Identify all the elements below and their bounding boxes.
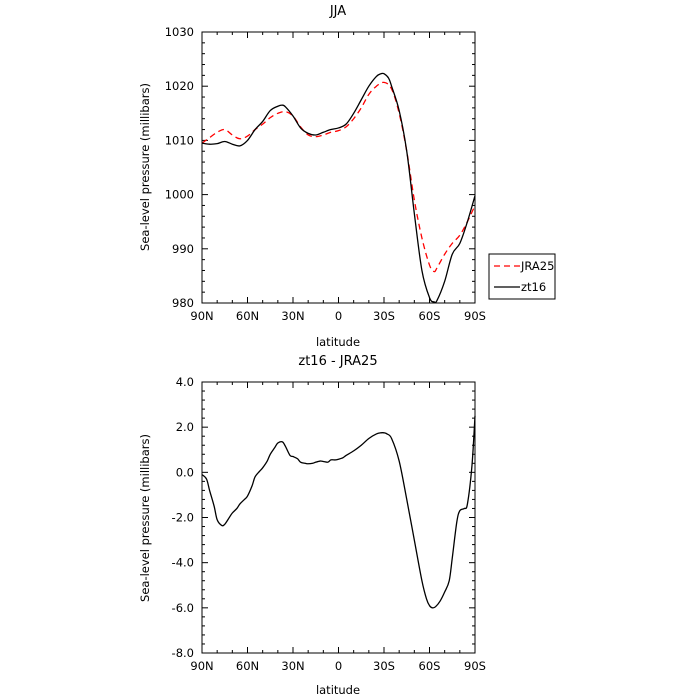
chart-top-frame [201,31,476,304]
chart-bottom-ytick-label: -8.0 [172,646,194,660]
chart-bottom-xtick-label: 30N [281,659,304,673]
chart-top-ytick-label: 1000 [165,188,194,202]
chart-bottom-ytick-label: 4.0 [176,375,194,389]
chart-bottom-ytick-label: -6.0 [172,601,194,615]
chart-bottom-ylabel: Sea-level pressure (millibars) [138,434,152,602]
chart-top-xtick-label: 60N [236,309,259,323]
legend-label-zt16: zt16 [521,280,546,294]
chart-bottom-xtick-label: 60S [419,659,441,673]
chart-bottom-axes: 90N 60N 30N 0 30S 60S 90S -8.0 -6.0 -4.0 -2.0 0.0 2.… [172,375,486,673]
chart-top-xtick-label: 0 [335,309,342,323]
chart-bottom-xtick-label: 60N [236,659,259,673]
legend: JRA25 zt16 [488,253,556,300]
chart-top-ytick-label: 980 [172,296,194,310]
chart-bottom-xtick-label: 90N [190,659,213,673]
chart-bottom-xtick-label: 90S [464,659,486,673]
chart-bottom-ytick-label: 0.0 [176,465,194,479]
chart-top-axes: 90N 60N 30N 0 30S 60S 90S 980 990 1000 1010 1020 103… [165,25,486,323]
chart-bottom-xtick-label: 0 [335,659,342,673]
chart-bottom-title: zt16 - JRA25 [298,354,377,369]
chart-top: JJA Sea-level pressure (millibars) latit… [138,4,486,349]
chart-top-xtick-label: 30S [373,309,395,323]
legend-box [488,253,556,300]
chart-bottom-frame [201,381,476,654]
chart-bottom-ytick-label: -2.0 [172,511,194,525]
chart-top-ytick-label: 1010 [165,133,194,147]
chart-top-series-line-zt16 [201,72,476,304]
legend-label-jra25: JRA25 [520,259,554,273]
chart-top-ytick-label: 990 [172,242,194,256]
chart-bottom-ytick-label: -4.0 [172,556,194,570]
chart-top-series-line-jra25 [201,81,476,273]
chart-top-ytick-label: 1030 [165,25,194,39]
chart-bottom-xlabel: latitude [316,683,360,697]
chart-bottom-series [201,415,476,609]
chart-top-title: JJA [329,4,346,19]
chart-bottom-series-line-diff [201,415,476,609]
chart-bottom: zt16 - JRA25 Sea-level pressure (milliba… [138,354,486,697]
chart-top-xtick-label: 90S [464,309,486,323]
chart-top-xtick-label: 60S [419,309,441,323]
chart-top-ylabel: Sea-level pressure (millibars) [138,83,152,251]
chart-top-ytick-label: 1020 [165,79,194,93]
chart-top-xtick-label: 30N [281,309,304,323]
chart-top-xlabel: latitude [316,335,360,349]
chart-top-series [201,72,476,304]
chart-top-xtick-label: 90N [190,309,213,323]
chart-bottom-ytick-label: 2.0 [176,420,194,434]
chart-bottom-xtick-label: 30S [373,659,395,673]
